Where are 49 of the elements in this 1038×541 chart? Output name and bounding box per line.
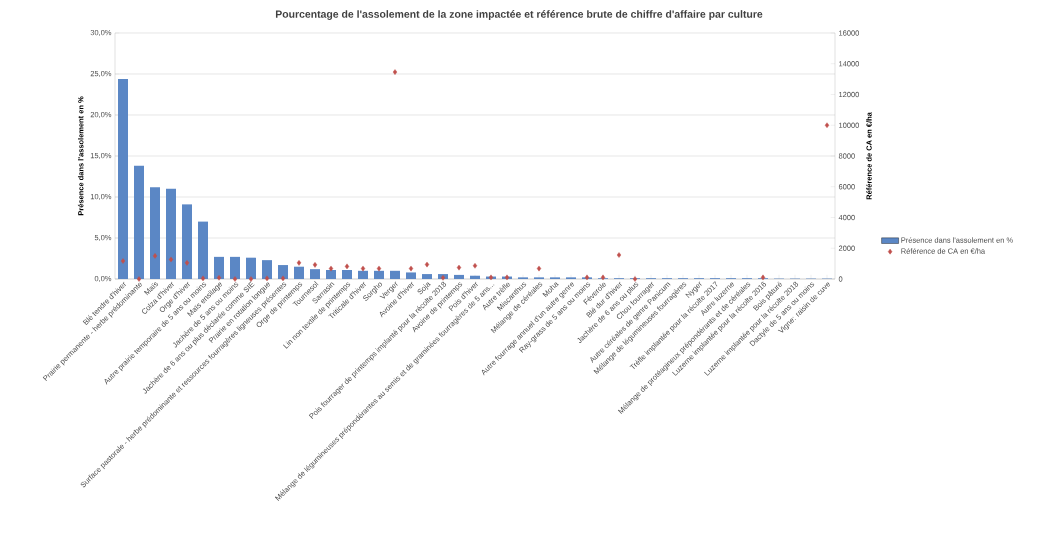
bar (262, 260, 272, 279)
point (152, 253, 158, 259)
point (136, 276, 142, 282)
bar (310, 269, 320, 279)
point (280, 275, 286, 282)
point (456, 264, 462, 271)
bar (214, 256, 224, 279)
point (344, 263, 350, 270)
bar (390, 270, 400, 279)
point (200, 275, 206, 282)
point (392, 69, 398, 75)
point (824, 122, 830, 129)
bar (422, 274, 432, 279)
point (360, 265, 366, 272)
bar (470, 275, 480, 279)
bar (406, 272, 416, 279)
point (424, 261, 430, 268)
bar (150, 187, 160, 279)
point (264, 275, 270, 282)
bar (182, 204, 192, 279)
bar (294, 266, 304, 279)
point (760, 274, 766, 281)
point (328, 265, 334, 272)
point (616, 252, 622, 258)
bar (134, 165, 144, 279)
bar (454, 274, 464, 279)
bar (166, 188, 176, 279)
point (232, 276, 238, 282)
bar (278, 265, 288, 279)
bar (230, 256, 240, 279)
point (472, 262, 478, 269)
bar (326, 269, 336, 279)
point (216, 274, 222, 281)
point (120, 258, 126, 264)
point (296, 260, 302, 266)
point (536, 265, 542, 272)
point (312, 262, 318, 268)
point (184, 260, 190, 266)
chart-title: Pourcentage de l'assolement de la zone impactée et référence brute de chiffre d'affaire par culture (275, 10, 763, 20)
point (600, 274, 606, 281)
point (376, 265, 382, 272)
bar (358, 270, 368, 279)
bar (118, 78, 128, 279)
point (168, 256, 174, 263)
point (408, 265, 414, 272)
bar (198, 221, 208, 279)
bar (246, 257, 256, 279)
bar (374, 270, 384, 279)
bar (342, 269, 352, 279)
